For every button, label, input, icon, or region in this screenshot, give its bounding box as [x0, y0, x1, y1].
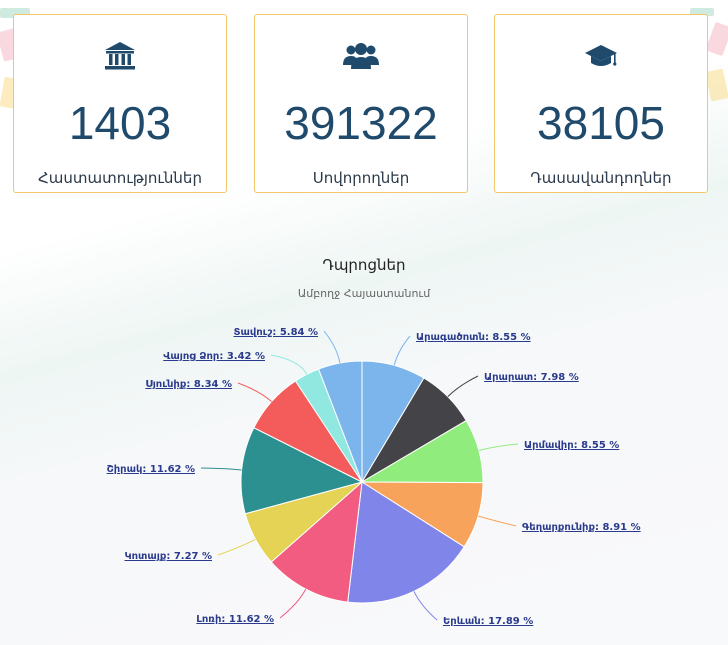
- pie-data-label[interactable]: Արմավիր: 8.55 %: [524, 440, 619, 451]
- teachers-count: 38105: [537, 97, 665, 149]
- students-count: 391322: [284, 97, 438, 149]
- chart-title: Դպրոցներ: [322, 256, 406, 274]
- pie-data-label[interactable]: Արագածոտն: 8.55 %: [416, 332, 531, 343]
- chart-subtitle: Ամբողջ Հայաստանում: [297, 287, 431, 300]
- pie-data-label[interactable]: Սյունիք: 8.34 %: [145, 379, 232, 390]
- pie-connector: [393, 335, 411, 366]
- pie-slice[interactable]: [270, 480, 363, 603]
- pie-connector: [323, 330, 341, 364]
- stat-card-teachers: 38105 Դասավանդողներ: [494, 14, 708, 193]
- pie-connector: [237, 382, 272, 402]
- pie-connector: [447, 375, 479, 398]
- pie-connector: [279, 588, 307, 619]
- pie-data-label[interactable]: Կոտայք: 7.27 %: [124, 551, 212, 562]
- pie-connector: [413, 591, 438, 621]
- teachers-label: Դասավանդողներ: [530, 169, 672, 187]
- pie-connector: [200, 467, 242, 471]
- institutions-count: 1403: [68, 97, 172, 149]
- institution-icon: [14, 41, 226, 71]
- institutions-label: Հաստատություններ: [38, 169, 202, 187]
- decor-shape: [0, 8, 30, 18]
- pie-data-label[interactable]: Վայոց Ձոր: 3.42 %: [163, 351, 265, 362]
- pie-data-label[interactable]: Երևան: 17.89 %: [443, 616, 533, 627]
- students-label: Սովորողներ: [312, 169, 410, 187]
- pie-connector: [478, 443, 519, 451]
- pie-slice[interactable]: [317, 360, 363, 483]
- pie-data-label[interactable]: Լոռի: 11.62 %: [196, 614, 274, 625]
- stat-card-institutions: 1403 Հաստատություններ: [13, 14, 227, 193]
- pie-data-label[interactable]: Տավուշ: 5.84 %: [234, 327, 318, 338]
- users-icon: [255, 41, 467, 71]
- pie-connector: [477, 515, 517, 527]
- stat-card-students: 391322 Սովորողներ: [254, 14, 468, 193]
- graduation-cap-icon: [495, 41, 707, 71]
- pie-connector: [270, 354, 308, 375]
- pie-data-label[interactable]: Արարատ: 7.98 %: [484, 372, 579, 383]
- pie-connector: [217, 538, 256, 556]
- pie-data-label[interactable]: Գեղարքունիք: 8.91 %: [522, 522, 641, 533]
- pie-data-label[interactable]: Շիրակ: 11.62 %: [107, 464, 195, 475]
- decor-shape: [690, 8, 714, 16]
- pie-slice[interactable]: [347, 481, 465, 604]
